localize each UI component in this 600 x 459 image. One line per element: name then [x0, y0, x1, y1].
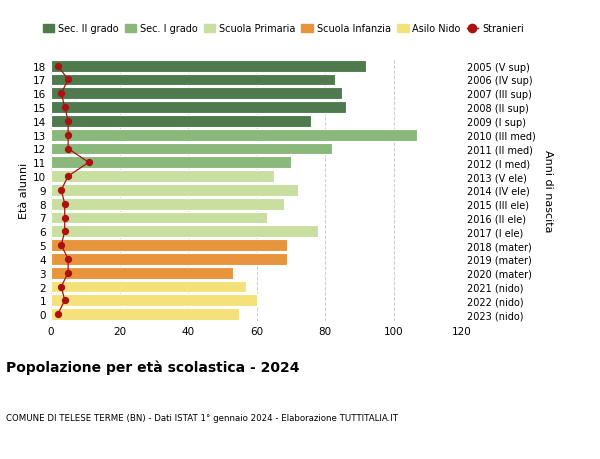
- Point: [60, 297, 70, 304]
- Bar: [51, 281, 246, 293]
- Point: [64, 256, 73, 263]
- Bar: [51, 308, 239, 320]
- Bar: [51, 116, 311, 128]
- Bar: [51, 295, 257, 307]
- Bar: [51, 157, 291, 169]
- Legend: Sec. II grado, Sec. I grado, Scuola Primaria, Scuola Infanzia, Asilo Nido, Stran: Sec. II grado, Sec. I grado, Scuola Prim…: [38, 20, 528, 38]
- Bar: [51, 171, 274, 183]
- Bar: [51, 129, 418, 141]
- Point: [64, 118, 73, 125]
- Text: Popolazione per età scolastica - 2024: Popolazione per età scolastica - 2024: [6, 359, 299, 374]
- Y-axis label: Anni di nascita: Anni di nascita: [542, 149, 553, 232]
- Bar: [51, 267, 233, 279]
- Bar: [51, 102, 346, 114]
- Point: [64, 146, 73, 153]
- Point: [60, 214, 70, 222]
- Bar: [51, 88, 342, 100]
- Point: [60, 104, 70, 112]
- Bar: [51, 198, 284, 210]
- Bar: [51, 143, 332, 155]
- Point: [64, 77, 73, 84]
- Point: [56, 90, 66, 98]
- Bar: [51, 61, 366, 73]
- Bar: [51, 74, 335, 86]
- Point: [60, 201, 70, 208]
- Bar: [51, 240, 287, 252]
- Text: COMUNE DI TELESE TERME (BN) - Dati ISTAT 1° gennaio 2024 - Elaborazione TUTTITAL: COMUNE DI TELESE TERME (BN) - Dati ISTAT…: [6, 413, 398, 422]
- Bar: [51, 185, 298, 196]
- Point: [53, 63, 62, 70]
- Point: [64, 173, 73, 180]
- Bar: [51, 253, 287, 265]
- Bar: [51, 226, 318, 238]
- Point: [56, 242, 66, 249]
- Point: [56, 283, 66, 291]
- Y-axis label: Età alunni: Età alunni: [19, 162, 29, 218]
- Point: [64, 132, 73, 139]
- Point: [60, 228, 70, 235]
- Point: [56, 187, 66, 194]
- Bar: [51, 212, 267, 224]
- Point: [84, 159, 94, 167]
- Point: [64, 269, 73, 277]
- Point: [53, 311, 62, 318]
